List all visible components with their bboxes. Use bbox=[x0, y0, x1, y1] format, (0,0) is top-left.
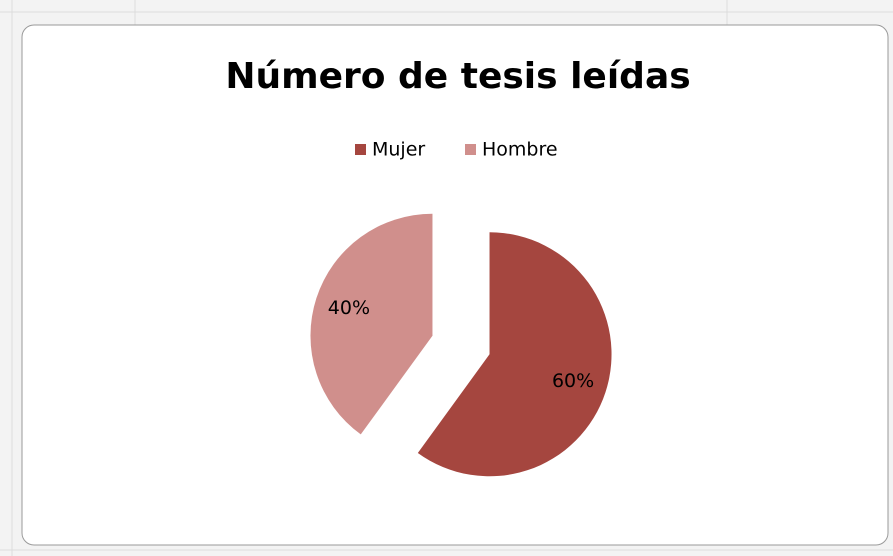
legend-swatch bbox=[355, 144, 366, 155]
legend-label: Mujer bbox=[372, 139, 425, 161]
pie-slice bbox=[310, 213, 433, 435]
legend-label: Hombre bbox=[482, 139, 558, 161]
chart-area bbox=[21, 24, 889, 546]
chart-title: Número de tesis leídas bbox=[225, 56, 690, 97]
legend-swatch bbox=[465, 144, 476, 155]
data-label: 40% bbox=[328, 297, 370, 319]
data-label: 60% bbox=[552, 370, 594, 392]
pie-slice bbox=[417, 232, 612, 477]
